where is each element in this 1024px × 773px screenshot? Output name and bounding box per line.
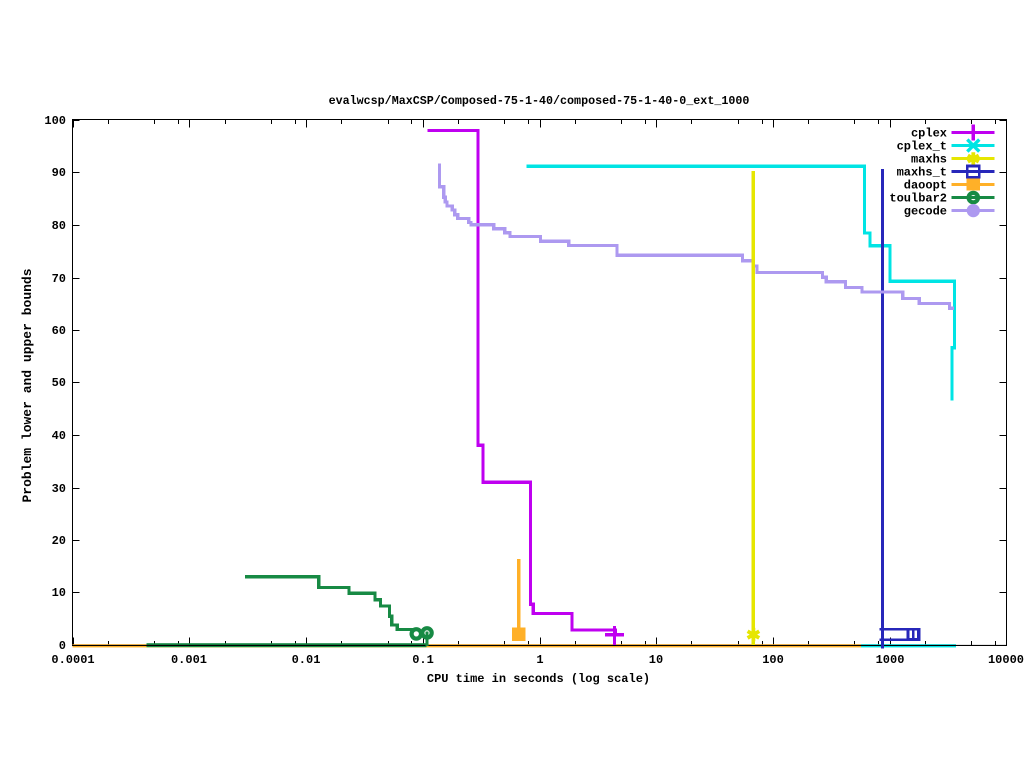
svg-text:0.001: 0.001 [171, 653, 207, 667]
svg-text:70: 70 [52, 272, 66, 286]
svg-text:10: 10 [649, 653, 663, 667]
svg-text:30: 30 [52, 482, 66, 496]
svg-text:CPU time in seconds (log scale: CPU time in seconds (log scale) [427, 672, 650, 686]
svg-text:1000: 1000 [876, 653, 905, 667]
svg-text:10: 10 [52, 586, 66, 600]
svg-text:cplex: cplex [911, 127, 947, 141]
svg-text:maxhs: maxhs [911, 153, 947, 167]
svg-text:Problem lower and upper bounds: Problem lower and upper bounds [20, 268, 35, 502]
svg-text:100: 100 [762, 653, 784, 667]
svg-text:0.01: 0.01 [292, 653, 321, 667]
svg-text:60: 60 [52, 324, 66, 338]
svg-text:80: 80 [52, 219, 66, 233]
svg-text:evalwcsp/MaxCSP/Composed-75-1-: evalwcsp/MaxCSP/Composed-75-1-40/compose… [329, 94, 750, 108]
svg-text:0.0001: 0.0001 [51, 653, 94, 667]
svg-text:50: 50 [52, 376, 66, 390]
svg-text:90: 90 [52, 166, 66, 180]
svg-text:40: 40 [52, 429, 66, 443]
svg-text:maxhs_t: maxhs_t [897, 166, 947, 180]
svg-text:0.1: 0.1 [412, 653, 434, 667]
svg-text:toulbar2: toulbar2 [889, 192, 947, 206]
svg-text:20: 20 [52, 534, 66, 548]
svg-text:10000: 10000 [988, 653, 1024, 667]
svg-text:cplex_t: cplex_t [897, 140, 947, 154]
svg-text:daoopt: daoopt [904, 179, 947, 193]
svg-text:gecode: gecode [904, 205, 947, 219]
svg-text:0: 0 [59, 639, 66, 653]
svg-text:1: 1 [536, 653, 543, 667]
svg-text:100: 100 [44, 114, 66, 128]
